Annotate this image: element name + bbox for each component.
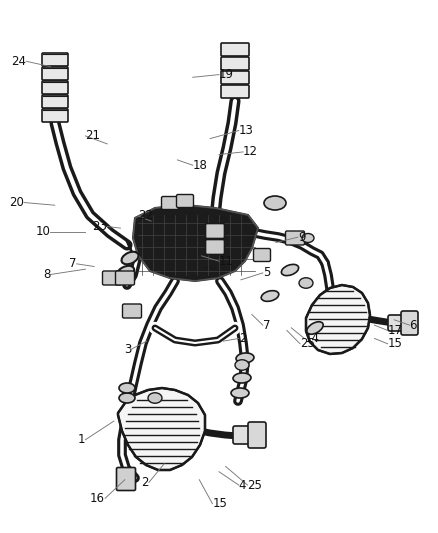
Text: 15: 15 [388, 337, 403, 350]
Ellipse shape [299, 278, 313, 288]
FancyBboxPatch shape [123, 304, 141, 318]
FancyBboxPatch shape [401, 311, 418, 335]
Ellipse shape [236, 353, 254, 363]
Text: 7: 7 [69, 257, 77, 270]
FancyBboxPatch shape [205, 223, 225, 238]
Text: 25: 25 [300, 337, 315, 350]
Ellipse shape [307, 322, 323, 334]
Text: 20: 20 [9, 196, 24, 209]
FancyBboxPatch shape [102, 271, 121, 285]
Text: 17: 17 [388, 324, 403, 337]
Text: 22: 22 [138, 209, 153, 222]
Text: 16: 16 [90, 492, 105, 505]
FancyBboxPatch shape [221, 71, 249, 84]
Text: 21: 21 [85, 130, 100, 142]
Text: 23: 23 [92, 220, 107, 233]
Ellipse shape [233, 373, 251, 383]
Ellipse shape [148, 393, 162, 403]
Ellipse shape [121, 252, 138, 264]
FancyBboxPatch shape [388, 315, 408, 331]
FancyBboxPatch shape [42, 67, 68, 80]
Ellipse shape [302, 233, 314, 243]
Text: 4: 4 [239, 479, 246, 491]
Text: 10: 10 [35, 225, 50, 238]
Text: 14: 14 [304, 332, 319, 345]
Text: 12: 12 [243, 146, 258, 158]
FancyBboxPatch shape [286, 231, 304, 245]
Ellipse shape [119, 393, 135, 403]
FancyBboxPatch shape [177, 195, 194, 207]
Text: 7: 7 [263, 319, 270, 332]
Polygon shape [133, 205, 258, 281]
FancyBboxPatch shape [248, 422, 266, 448]
FancyBboxPatch shape [42, 95, 68, 108]
Ellipse shape [264, 196, 286, 210]
Text: 5: 5 [263, 266, 270, 279]
FancyBboxPatch shape [42, 81, 68, 94]
Text: 15: 15 [212, 497, 227, 510]
Text: 25: 25 [247, 479, 262, 491]
Ellipse shape [116, 266, 134, 280]
Text: 13: 13 [239, 124, 254, 137]
Text: 1: 1 [78, 433, 85, 446]
Text: 2: 2 [239, 332, 246, 345]
Text: 18: 18 [193, 159, 208, 172]
Polygon shape [118, 388, 205, 470]
FancyBboxPatch shape [221, 57, 249, 70]
FancyBboxPatch shape [254, 248, 271, 262]
FancyBboxPatch shape [162, 197, 179, 209]
Text: 2: 2 [141, 476, 149, 489]
FancyBboxPatch shape [221, 43, 249, 56]
Ellipse shape [119, 383, 135, 393]
FancyBboxPatch shape [42, 53, 68, 66]
Text: 19: 19 [219, 68, 234, 81]
FancyBboxPatch shape [221, 85, 249, 98]
Ellipse shape [261, 290, 279, 301]
Polygon shape [306, 285, 370, 354]
FancyBboxPatch shape [117, 467, 135, 490]
Text: 3: 3 [124, 343, 131, 356]
FancyBboxPatch shape [205, 239, 225, 254]
Text: 6: 6 [410, 319, 417, 332]
FancyBboxPatch shape [42, 109, 68, 122]
Text: 11: 11 [219, 255, 234, 268]
Ellipse shape [235, 360, 249, 370]
Ellipse shape [231, 388, 249, 398]
Text: 9: 9 [298, 231, 305, 244]
Text: 8: 8 [43, 268, 50, 281]
FancyBboxPatch shape [116, 271, 134, 285]
Ellipse shape [281, 264, 299, 276]
Text: 24: 24 [11, 55, 26, 68]
FancyBboxPatch shape [233, 426, 255, 444]
